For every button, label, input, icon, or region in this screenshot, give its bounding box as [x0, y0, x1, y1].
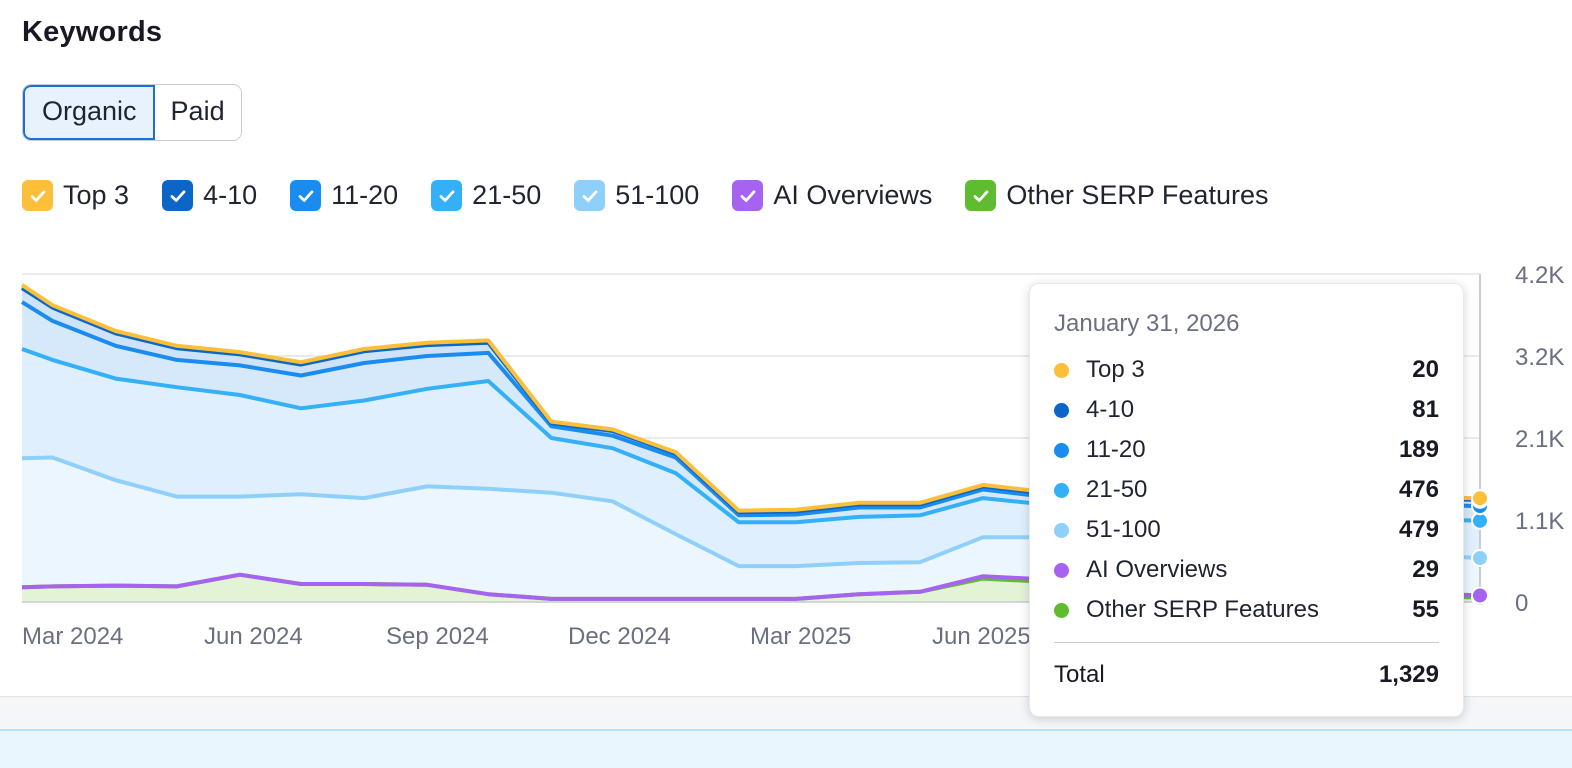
checkbox-icon[interactable] [732, 180, 764, 211]
tooltip-row-value: 189 [1398, 436, 1439, 463]
y-tick-label: 0 [1515, 590, 1528, 617]
series-dot-icon [1054, 602, 1069, 618]
legend-item[interactable]: Other SERP Features [965, 180, 1268, 211]
series-dot-icon [1054, 402, 1069, 418]
hover-marker [1471, 549, 1489, 568]
tooltip-row-value: 55 [1412, 596, 1439, 623]
hover-marker [1471, 511, 1489, 530]
x-tick-label: Jun 2025 [932, 623, 1031, 650]
series-dot-icon [1054, 482, 1069, 498]
legend-label: 21-50 [472, 180, 542, 210]
legend-item[interactable]: 21-50 [431, 180, 541, 211]
checkbox-icon[interactable] [162, 180, 194, 211]
tooltip-row-value: 29 [1412, 556, 1439, 583]
tooltip-row-value: 20 [1412, 356, 1439, 383]
series-dot-icon [1054, 362, 1069, 378]
line-ai-overviews [21, 572, 1481, 601]
tooltip-row-label: 11-20 [1086, 436, 1146, 463]
tooltip-row: Top 3 20 [1054, 350, 1439, 390]
legend-label: Top 3 [63, 180, 130, 210]
tooltip-row: 51-100 479 [1054, 510, 1439, 550]
info-banner [0, 729, 1572, 768]
chart-tooltip: January 31, 2026 Top 3 20 4-10 81 11-20 189 21… [1029, 283, 1464, 717]
y-tick-label: 2.1K [1515, 426, 1564, 453]
tooltip-row-label: 51-100 [1086, 516, 1161, 543]
x-tick-label: Jun 2024 [204, 623, 303, 650]
tooltip-row-value: 476 [1398, 476, 1439, 503]
checkbox-icon[interactable] [574, 180, 606, 211]
checkbox-icon[interactable] [965, 180, 997, 211]
legend-label: 51-100 [615, 180, 700, 210]
checkbox-icon[interactable] [290, 180, 322, 211]
checkbox-icon[interactable] [22, 180, 53, 211]
legend-item[interactable]: 11-20 [290, 180, 398, 211]
legend-item[interactable]: AI Overviews [732, 180, 932, 211]
line-11-20 [20, 300, 1481, 518]
legend-item[interactable]: Top 3 [22, 180, 129, 211]
legend-label: 11-20 [331, 180, 399, 210]
legend-item[interactable]: 4-10 [162, 180, 257, 211]
tooltip-row-label: AI Overviews [1086, 556, 1228, 583]
hover-marker [1471, 586, 1489, 605]
tooltip-row-value: 479 [1398, 516, 1439, 543]
series-dot-icon [1054, 522, 1069, 538]
tooltip-row-label: 21-50 [1086, 476, 1148, 503]
hover-marker [1471, 489, 1489, 508]
organic-paid-toggle: Organic Paid [22, 84, 242, 141]
tooltip-row-label: 4-10 [1086, 396, 1135, 423]
chart-legend: Top 3 4-10 11-20 21-50 51-100 AI Overviews Oth… [22, 180, 1301, 211]
line-21-50 [21, 347, 1481, 525]
tooltip-row-label: Top 3 [1086, 356, 1145, 383]
x-tick-label: Dec 2024 [568, 623, 671, 650]
organic-tab[interactable]: Organic [23, 85, 155, 140]
legend-label: Other SERP Features [1006, 180, 1269, 210]
x-tick-label: Mar 2024 [22, 623, 123, 650]
x-tick-label: Sep 2024 [386, 623, 489, 650]
series-dot-icon [1054, 562, 1069, 578]
tooltip-row: AI Overviews 29 [1054, 550, 1439, 590]
tooltip-total-row: Total 1,329 [1054, 653, 1439, 697]
tooltip-separator [1054, 642, 1439, 643]
divider [0, 696, 1572, 697]
tooltip-total-label: Total [1054, 661, 1105, 688]
legend-label: 4-10 [203, 180, 258, 210]
tooltip-row-value: 81 [1412, 396, 1439, 423]
x-tick-label: Mar 2025 [750, 623, 851, 650]
tooltip-total-value: 1,329 [1378, 661, 1439, 688]
checkbox-icon[interactable] [431, 180, 463, 211]
legend-item[interactable]: 51-100 [574, 180, 699, 211]
tooltip-row-label: Other SERP Features [1086, 596, 1319, 623]
tooltip-row: 4-10 81 [1054, 390, 1439, 430]
line-51-100 [21, 455, 1481, 569]
y-tick-label: 3.2K [1515, 344, 1564, 371]
line-top-3 [20, 283, 1481, 513]
series-dot-icon [1054, 442, 1069, 458]
tooltip-row: Other SERP Features 55 [1054, 590, 1439, 630]
section-title: Keywords [22, 16, 163, 48]
y-tick-label: 4.2K [1515, 262, 1564, 289]
tooltip-row: 11-20 189 [1054, 430, 1439, 470]
paid-tab[interactable]: Paid [154, 85, 241, 140]
legend-label: AI Overviews [773, 180, 933, 210]
y-tick-label: 1.1K [1515, 508, 1564, 535]
tooltip-date: January 31, 2026 [1054, 310, 1240, 337]
tooltip-row: 21-50 476 [1054, 470, 1439, 510]
